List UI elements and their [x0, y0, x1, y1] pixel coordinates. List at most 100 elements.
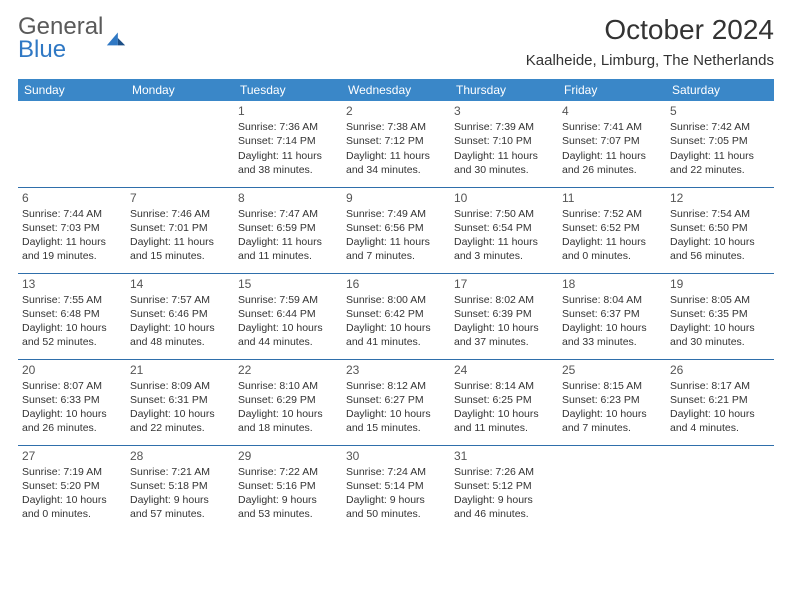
cell-text: and 19 minutes.: [22, 249, 122, 263]
cell-text: Sunset: 5:18 PM: [130, 479, 230, 493]
calendar-cell: 24Sunrise: 8:14 AMSunset: 6:25 PMDayligh…: [450, 359, 558, 445]
cell-text: Sunset: 6:39 PM: [454, 307, 554, 321]
logo: General Blue: [18, 14, 127, 62]
calendar-cell: 14Sunrise: 7:57 AMSunset: 6:46 PMDayligh…: [126, 273, 234, 359]
cell-text: Daylight: 10 hours: [346, 321, 446, 335]
day-number: 3: [454, 103, 554, 119]
calendar-cell: 5Sunrise: 7:42 AMSunset: 7:05 PMDaylight…: [666, 101, 774, 187]
month-title: October 2024: [526, 14, 774, 46]
calendar-cell: 12Sunrise: 7:54 AMSunset: 6:50 PMDayligh…: [666, 187, 774, 273]
calendar-cell: 8Sunrise: 7:47 AMSunset: 6:59 PMDaylight…: [234, 187, 342, 273]
cell-text: Daylight: 10 hours: [670, 407, 770, 421]
cell-text: Daylight: 11 hours: [454, 235, 554, 249]
cell-text: Sunset: 6:21 PM: [670, 393, 770, 407]
cell-text: Daylight: 10 hours: [346, 407, 446, 421]
cell-text: Sunrise: 8:15 AM: [562, 379, 662, 393]
day-header-row: Sunday Monday Tuesday Wednesday Thursday…: [18, 79, 774, 101]
calendar-cell: [126, 101, 234, 187]
cell-text: Sunset: 6:27 PM: [346, 393, 446, 407]
cell-text: Sunset: 7:12 PM: [346, 134, 446, 148]
cell-text: and 30 minutes.: [454, 163, 554, 177]
day-number: 5: [670, 103, 770, 119]
cell-text: and 53 minutes.: [238, 507, 338, 521]
day-number: 6: [22, 190, 122, 206]
cell-text: and 50 minutes.: [346, 507, 446, 521]
day-number: 26: [670, 362, 770, 378]
calendar-cell: 31Sunrise: 7:26 AMSunset: 5:12 PMDayligh…: [450, 445, 558, 531]
cell-text: Sunset: 6:25 PM: [454, 393, 554, 407]
calendar-cell: 21Sunrise: 8:09 AMSunset: 6:31 PMDayligh…: [126, 359, 234, 445]
cell-text: Sunrise: 8:04 AM: [562, 293, 662, 307]
cell-text: Sunset: 6:50 PM: [670, 221, 770, 235]
cell-text: Sunrise: 7:22 AM: [238, 465, 338, 479]
day-number: 21: [130, 362, 230, 378]
cell-text: Sunset: 6:33 PM: [22, 393, 122, 407]
day-number: 30: [346, 448, 446, 464]
cell-text: and 34 minutes.: [346, 163, 446, 177]
cell-text: and 37 minutes.: [454, 335, 554, 349]
calendar-cell: 28Sunrise: 7:21 AMSunset: 5:18 PMDayligh…: [126, 445, 234, 531]
cell-text: Daylight: 10 hours: [22, 407, 122, 421]
cell-text: and 48 minutes.: [130, 335, 230, 349]
cell-text: Sunrise: 7:26 AM: [454, 465, 554, 479]
cell-text: Sunset: 5:16 PM: [238, 479, 338, 493]
cell-text: Daylight: 11 hours: [346, 149, 446, 163]
cell-text: Sunrise: 7:52 AM: [562, 207, 662, 221]
calendar-cell: 13Sunrise: 7:55 AMSunset: 6:48 PMDayligh…: [18, 273, 126, 359]
calendar-cell: 29Sunrise: 7:22 AMSunset: 5:16 PMDayligh…: [234, 445, 342, 531]
cell-text: and 0 minutes.: [562, 249, 662, 263]
cell-text: Sunset: 6:42 PM: [346, 307, 446, 321]
cell-text: and 26 minutes.: [22, 421, 122, 435]
cell-text: and 15 minutes.: [130, 249, 230, 263]
calendar-cell: 11Sunrise: 7:52 AMSunset: 6:52 PMDayligh…: [558, 187, 666, 273]
calendar-table: Sunday Monday Tuesday Wednesday Thursday…: [18, 79, 774, 531]
day-number: 27: [22, 448, 122, 464]
day-header: Saturday: [666, 79, 774, 101]
cell-text: Sunrise: 7:38 AM: [346, 120, 446, 134]
cell-text: Sunrise: 7:24 AM: [346, 465, 446, 479]
day-number: 31: [454, 448, 554, 464]
cell-text: Daylight: 10 hours: [130, 321, 230, 335]
calendar-cell: 23Sunrise: 8:12 AMSunset: 6:27 PMDayligh…: [342, 359, 450, 445]
cell-text: Daylight: 10 hours: [22, 321, 122, 335]
calendar-cell: 19Sunrise: 8:05 AMSunset: 6:35 PMDayligh…: [666, 273, 774, 359]
cell-text: Sunset: 6:44 PM: [238, 307, 338, 321]
cell-text: and 22 minutes.: [670, 163, 770, 177]
calendar-cell: 27Sunrise: 7:19 AMSunset: 5:20 PMDayligh…: [18, 445, 126, 531]
cell-text: Sunset: 6:48 PM: [22, 307, 122, 321]
calendar-cell: 25Sunrise: 8:15 AMSunset: 6:23 PMDayligh…: [558, 359, 666, 445]
cell-text: and 7 minutes.: [346, 249, 446, 263]
cell-text: Sunrise: 7:54 AM: [670, 207, 770, 221]
cell-text: Sunrise: 7:57 AM: [130, 293, 230, 307]
cell-text: Sunrise: 7:47 AM: [238, 207, 338, 221]
cell-text: Sunrise: 8:05 AM: [670, 293, 770, 307]
cell-text: Sunrise: 7:50 AM: [454, 207, 554, 221]
day-number: 28: [130, 448, 230, 464]
calendar-cell: 10Sunrise: 7:50 AMSunset: 6:54 PMDayligh…: [450, 187, 558, 273]
day-header: Thursday: [450, 79, 558, 101]
day-number: 1: [238, 103, 338, 119]
calendar-cell: 22Sunrise: 8:10 AMSunset: 6:29 PMDayligh…: [234, 359, 342, 445]
cell-text: Sunset: 7:10 PM: [454, 134, 554, 148]
cell-text: and 0 minutes.: [22, 507, 122, 521]
cell-text: Sunset: 6:59 PM: [238, 221, 338, 235]
logo-mark-icon: [105, 27, 127, 49]
day-header: Monday: [126, 79, 234, 101]
cell-text: Daylight: 11 hours: [130, 235, 230, 249]
cell-text: Sunrise: 7:21 AM: [130, 465, 230, 479]
cell-text: Sunset: 7:03 PM: [22, 221, 122, 235]
cell-text: Sunset: 7:14 PM: [238, 134, 338, 148]
cell-text: Sunrise: 8:07 AM: [22, 379, 122, 393]
calendar-cell: 18Sunrise: 8:04 AMSunset: 6:37 PMDayligh…: [558, 273, 666, 359]
cell-text: and 26 minutes.: [562, 163, 662, 177]
day-number: 9: [346, 190, 446, 206]
day-number: 18: [562, 276, 662, 292]
cell-text: Sunset: 7:01 PM: [130, 221, 230, 235]
cell-text: Daylight: 9 hours: [130, 493, 230, 507]
cell-text: Sunrise: 7:36 AM: [238, 120, 338, 134]
cell-text: Daylight: 9 hours: [454, 493, 554, 507]
logo-word-2: Blue: [18, 37, 103, 62]
calendar-week: 1Sunrise: 7:36 AMSunset: 7:14 PM Daylight…: [18, 101, 774, 187]
cell-text: Sunrise: 7:44 AM: [22, 207, 122, 221]
cell-text: Daylight: 10 hours: [454, 407, 554, 421]
